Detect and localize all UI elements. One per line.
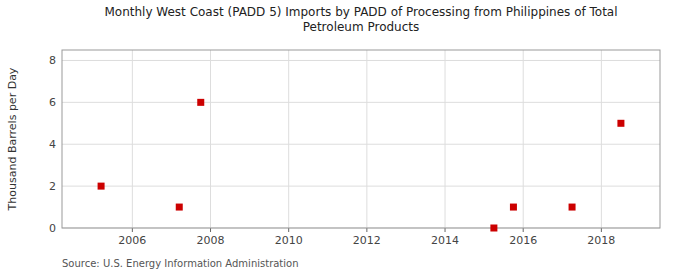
grid-line-x bbox=[132, 50, 133, 228]
y-tick-label: 8 bbox=[49, 54, 56, 67]
x-tick-label: 2006 bbox=[118, 234, 146, 247]
grid-line-y bbox=[62, 186, 660, 187]
plot-frame bbox=[62, 50, 660, 228]
x-tick bbox=[366, 228, 367, 232]
points bbox=[98, 99, 625, 232]
y-tick-label: 6 bbox=[49, 96, 56, 109]
title-line: Petroleum Products bbox=[303, 20, 420, 34]
x-tick-label: 2016 bbox=[509, 234, 537, 247]
grid-line-y bbox=[62, 144, 660, 145]
grid-line-x bbox=[288, 50, 289, 228]
point bbox=[176, 204, 183, 211]
grid-line-x bbox=[210, 50, 211, 228]
x-tick-label: 2014 bbox=[431, 234, 459, 247]
grid-line-x bbox=[601, 50, 602, 228]
grid-line-x bbox=[523, 50, 524, 228]
x-tick-label: 2018 bbox=[587, 234, 615, 247]
title-line: Monthly West Coast (PADD 5) Imports by P… bbox=[104, 5, 617, 19]
x-tick-label: 2008 bbox=[197, 234, 225, 247]
grid-line-x bbox=[366, 50, 367, 228]
point bbox=[569, 204, 576, 211]
point bbox=[617, 120, 624, 127]
y-tick-label: 0 bbox=[49, 222, 56, 235]
point bbox=[98, 183, 105, 190]
point bbox=[510, 204, 517, 211]
x-tick bbox=[445, 228, 446, 232]
grid bbox=[62, 50, 660, 228]
x-tick bbox=[132, 228, 133, 232]
grid-line-x bbox=[445, 50, 446, 228]
title: Monthly West Coast (PADD 5) Imports by P… bbox=[104, 5, 617, 34]
grid-line-y bbox=[62, 60, 660, 61]
y-tick-label: 2 bbox=[49, 180, 56, 193]
source: Source: U.S. Energy Information Administ… bbox=[62, 258, 299, 269]
point bbox=[197, 99, 204, 106]
grid-line-y bbox=[62, 102, 660, 103]
x-tick-label: 2010 bbox=[275, 234, 303, 247]
x-tick bbox=[523, 228, 524, 232]
x-tick bbox=[601, 228, 602, 232]
x-tick bbox=[288, 228, 289, 232]
point bbox=[490, 225, 497, 232]
chart: Monthly West Coast (PADD 5) Imports by P… bbox=[0, 0, 675, 275]
x-tick bbox=[210, 228, 211, 232]
x-tick-label: 2012 bbox=[353, 234, 381, 247]
y-tick-label: 4 bbox=[49, 138, 56, 151]
y-axis-label: Thousand Barrels per Day bbox=[6, 67, 19, 211]
